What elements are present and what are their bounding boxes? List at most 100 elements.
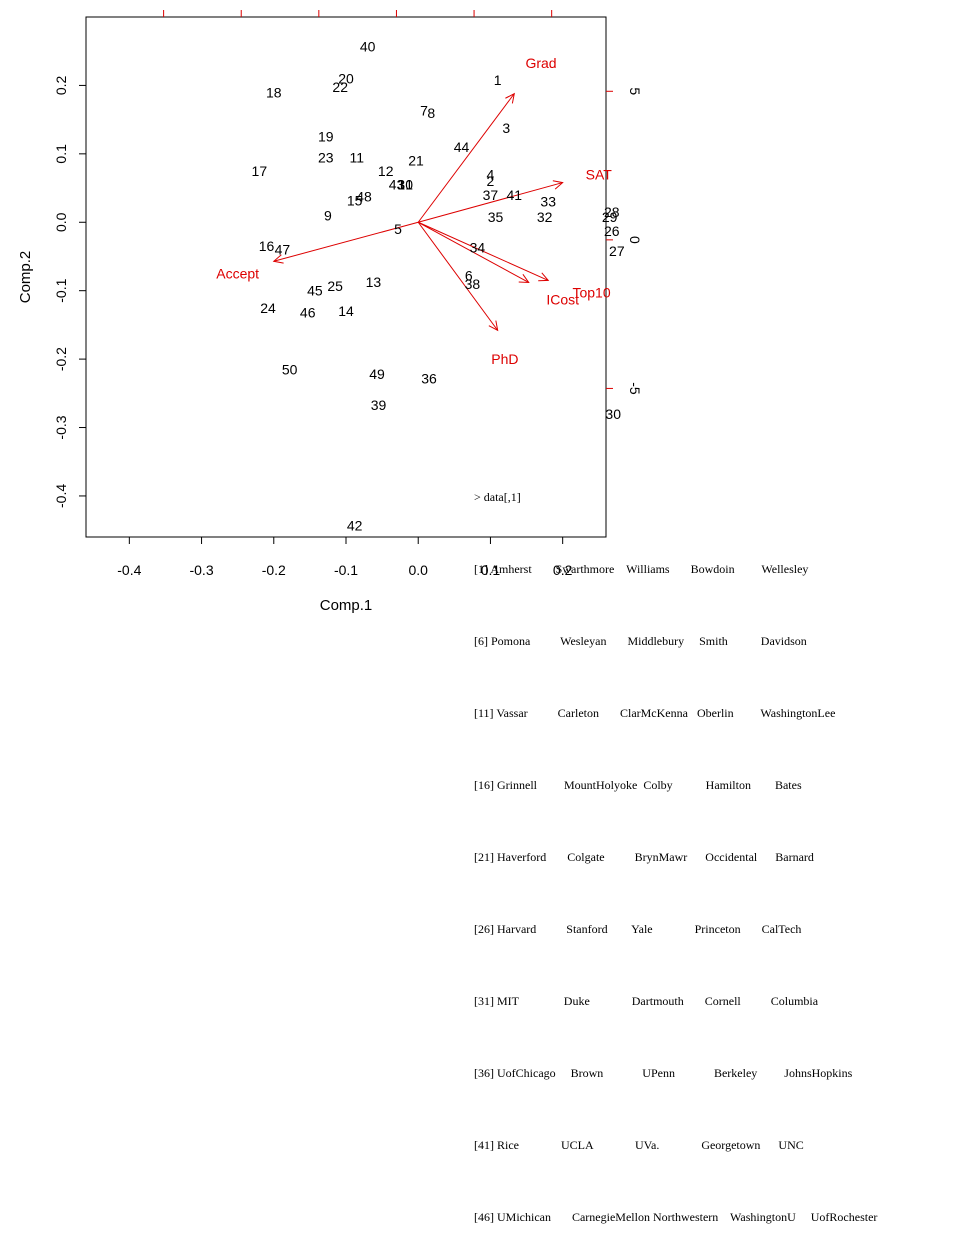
point-label: 42 [347,517,363,533]
point-label: 6 [465,268,473,284]
console-row: [36] UofChicago Brown UPenn Berkeley Joh… [474,1066,853,1080]
y-tick-label: -0.1 [53,278,69,302]
point-label: 13 [366,274,382,290]
y-tick-label: 0.0 [53,212,69,232]
loading-arrow-head [272,254,284,264]
console-row: [6] Pomona Wesleyan Middlebury Smith Dav… [474,634,807,648]
console-row: [41] Rice UCLA UVa. Georgetown UNC [474,1138,804,1152]
point-label: 33 [540,194,556,210]
point-label: 50 [282,361,298,377]
x-tick-label: 0.2 [553,562,573,578]
point-label: 10 [397,177,413,193]
point-label: 17 [252,163,268,179]
x-tick-label: -0.4 [117,562,141,578]
point-label: 48 [356,188,372,204]
loading-label: ICost [546,292,579,308]
point-label: 3 [502,120,510,136]
loading-arrow-head [505,92,515,104]
y-tick-label: -0.3 [53,415,69,439]
point-label: 15 [347,192,363,208]
point-label: 22 [332,79,348,95]
y-tick-label: -0.4 [53,484,69,508]
loading-arrow-line [418,182,563,223]
y-tick-label: 0.1 [53,144,69,164]
loading-arrow-head [488,320,499,332]
loading-label: Grad [525,55,556,71]
point-label: 36 [421,370,437,386]
point-label: 28 [604,204,620,220]
point-label: 21 [408,153,424,169]
console-row: [16] Grinnell MountHolyoke Colby Hamilto… [474,778,802,792]
console-row: [11] Vassar Carleton ClarMcKenna Oberlin… [474,706,836,720]
loading-arrow-line [417,221,529,283]
loading-arrow-line [273,221,419,262]
point-label: 24 [260,300,276,316]
point-label: 32 [537,209,553,225]
y-tick-label: 0.2 [53,75,69,95]
point-label: 11 [350,149,365,165]
console-row: [46] UMichican CarnegieMellon Northweste… [474,1210,878,1224]
point-label: 18 [266,84,282,100]
y-tick-label: -0.2 [53,347,69,371]
console-row: [21] Haverford Colgate BrynMawr Occident… [474,850,814,864]
console-row: [31] MIT Duke Dartmouth Cornell Columbia [474,994,819,1008]
point-label: 35 [488,209,504,225]
point-label: 41 [506,187,522,203]
point-label: 44 [454,139,470,155]
loading-arrow-head [552,180,564,190]
point-label: 29 [602,209,618,225]
x-tick-label: 0.0 [408,562,428,578]
point-label: 26 [604,223,620,239]
loading-label: Accept [216,266,259,282]
right-tick-label: 5 [627,87,643,95]
loading-label: SAT [586,166,613,182]
point-label: 14 [338,303,354,319]
loading-arrow-line [417,221,499,331]
point-label: 2 [487,173,495,189]
point-label: 40 [360,38,376,54]
point-label: 9 [324,207,332,223]
point-label: 25 [327,278,343,294]
point-label: 16 [259,238,275,254]
point-label: 23 [318,149,334,165]
point-label: 31 [397,177,413,193]
point-label: 19 [318,129,334,145]
point-label: 5 [394,221,402,237]
point-label: 49 [369,366,385,382]
right-axis: -50510 [606,87,643,395]
console-row: [1] Amherst Swarthmore Williams Bowdoin … [474,562,809,576]
top-axis [163,10,553,17]
loading-label: PhD [491,351,518,367]
point-label: 8 [427,105,435,121]
point-label: 46 [300,305,316,321]
x-tick-label: -0.1 [334,562,358,578]
loading-label: Top10 [572,285,610,301]
point-label: 47 [275,242,291,258]
x-tick-label: 0.1 [481,562,501,578]
loading-arrow-line [418,221,549,281]
r-console-output: > data[,1] [1] Amherst Swarthmore Willia… [474,437,954,1253]
left-axis: -0.4 -0.3 -0.2 -0.1 0.0 0.1 0.2 [53,75,86,508]
bottom-axis: -0.4 -0.3 -0.2 -0.1 0.0 0.1 0.2 [117,537,573,578]
point-label: 38 [465,276,481,292]
y-axis-title: Comp.2 [17,251,34,304]
point-label: 37 [483,187,499,203]
point-label: 34 [470,240,486,256]
x-tick-label: -0.3 [189,562,213,578]
right-tick-label: 0 [627,236,643,244]
point-label: 7 [420,103,428,119]
console-command: > data[,1] [474,490,521,504]
x-tick-label: -0.2 [262,562,286,578]
point-label: 27 [609,243,625,259]
right-tick-label: -5 [627,382,643,395]
point-label: 1 [494,72,502,88]
loading-arrow-head [518,274,530,284]
point-label: 39 [371,397,387,413]
point-label: 30 [605,406,621,422]
x-axis-title: Comp.1 [320,597,373,614]
loading-arrow-line [417,93,515,223]
point-label: 45 [307,283,323,299]
point-label: 43 [389,177,405,193]
